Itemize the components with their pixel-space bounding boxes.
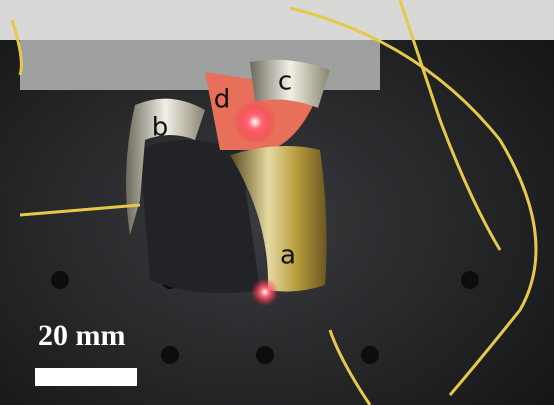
photo: a b c d 20 mm bbox=[0, 0, 554, 405]
scale-bar-label: 20 mm bbox=[38, 319, 125, 352]
scale-bar bbox=[35, 368, 137, 386]
top-plate bbox=[0, 0, 554, 40]
laser-spot bbox=[233, 100, 277, 144]
page: a b c d 20 mm (() => { const data = JSON… bbox=[0, 0, 554, 405]
laser-spot bbox=[251, 278, 279, 306]
panel-label: d bbox=[214, 85, 231, 115]
panel-label: a bbox=[280, 241, 296, 271]
panel-label: c bbox=[278, 67, 292, 97]
panel-label: b bbox=[152, 113, 169, 143]
